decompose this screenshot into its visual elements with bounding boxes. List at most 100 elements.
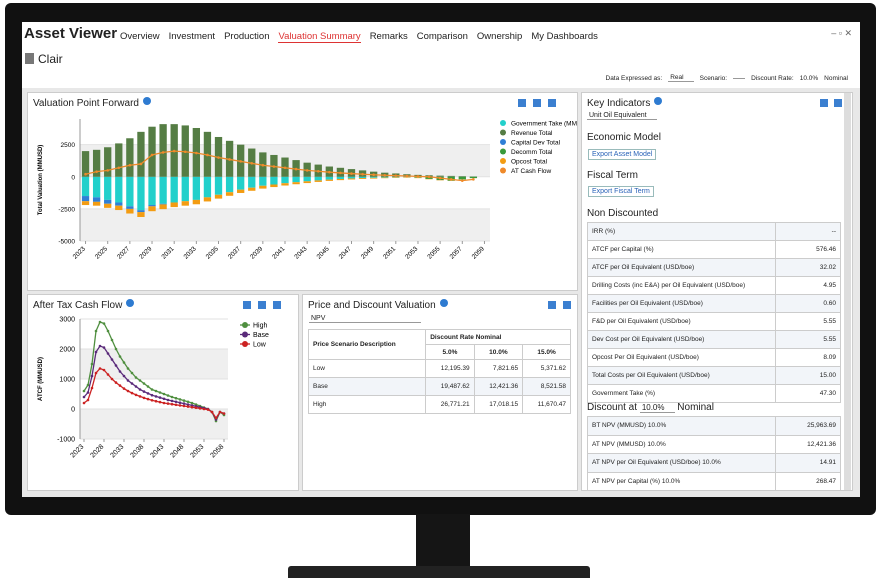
- bar-segment: [104, 199, 112, 204]
- window-controls[interactable]: – ▫ ✕: [831, 28, 852, 38]
- select[interactable]: [733, 77, 746, 79]
- bar-segment: [115, 205, 123, 211]
- tab[interactable]: Comparison: [416, 31, 468, 42]
- legend-label: Revenue Total: [511, 130, 553, 137]
- line-marker: [316, 169, 320, 173]
- bar-segment: [281, 176, 289, 184]
- line-marker: [154, 389, 158, 393]
- tool[interactable]: [563, 301, 571, 309]
- line-marker: [210, 410, 214, 414]
- y-tick-label: 0: [71, 174, 75, 181]
- tab[interactable]: Ownership: [476, 31, 523, 42]
- y-tick-label: -5000: [58, 239, 75, 246]
- cell: 19,487.62: [425, 377, 475, 396]
- tab[interactable]: Remarks: [369, 31, 408, 42]
- tool[interactable]: [820, 99, 828, 107]
- tool[interactable]: [518, 99, 526, 107]
- label: Data Expressed as:: [605, 74, 663, 82]
- x-tick-label: 2028: [89, 443, 105, 459]
- line-marker: [214, 416, 218, 420]
- line-marker: [166, 398, 170, 402]
- line-marker: [182, 404, 186, 408]
- cell: 0.60: [775, 294, 841, 313]
- bar-segment: [126, 206, 134, 209]
- heading: Discount at 10.0% Nominal: [587, 402, 714, 413]
- y-tick-label: 2500: [61, 142, 76, 149]
- info-icon[interactable]: [439, 299, 448, 307]
- select[interactable]: 10.0%: [639, 403, 675, 413]
- tab[interactable]: My Dashboards: [531, 31, 598, 42]
- cell: 268.47: [775, 471, 841, 491]
- line-marker: [174, 400, 178, 404]
- bar-segment: [336, 176, 345, 179]
- cell: 17,018.15: [473, 395, 524, 414]
- info-icon[interactable]: [126, 299, 135, 307]
- line: [85, 150, 474, 182]
- legend-swatch: [500, 139, 506, 145]
- tab[interactable]: Production: [224, 31, 270, 42]
- grid-band: [80, 208, 490, 241]
- line-marker: [228, 158, 231, 161]
- tool[interactable]: [533, 99, 541, 107]
- legend-label: Decomm Total: [511, 149, 553, 156]
- scrollbar[interactable]: [844, 93, 851, 490]
- cell: F&D per Oil Equivalent (USD/boe): [587, 312, 776, 331]
- cell: IRR (%): [587, 222, 776, 241]
- line-marker: [118, 355, 122, 358]
- bar-segment: [392, 177, 400, 178]
- line-marker: [170, 395, 174, 399]
- line-marker: [114, 381, 118, 384]
- tool[interactable]: [273, 301, 281, 309]
- line-marker: [178, 404, 182, 407]
- line-marker: [146, 385, 150, 388]
- tool[interactable]: [834, 99, 842, 107]
- tool[interactable]: [548, 301, 556, 309]
- x-tick-label: 2029: [138, 245, 153, 260]
- tool[interactable]: [258, 301, 266, 309]
- line-marker: [146, 392, 150, 395]
- bar-segment: [314, 180, 322, 182]
- legend-label: Opcost Total: [511, 159, 548, 166]
- tab[interactable]: Investment: [168, 31, 216, 42]
- info-icon[interactable]: [654, 97, 663, 105]
- tool[interactable]: [548, 99, 556, 107]
- bar-segment: [214, 176, 223, 195]
- export-button[interactable]: Export Fiscal Term: [588, 186, 654, 197]
- legend-label: AT Cash Flow: [511, 168, 552, 175]
- label: Scenario:: [699, 74, 728, 82]
- cell: High: [307, 395, 427, 414]
- line-marker: [405, 174, 409, 178]
- line-marker: [110, 358, 114, 361]
- legend-label: Low: [253, 342, 267, 349]
- measure-select[interactable]: NPV: [309, 315, 421, 323]
- monitor-base: [288, 566, 590, 578]
- export-button[interactable]: Export Asset Model: [588, 149, 657, 160]
- cell: --: [775, 222, 841, 241]
- line-marker: [198, 407, 202, 410]
- tab[interactable]: Valuation Summary: [278, 31, 361, 43]
- bar-segment: [126, 208, 134, 214]
- bar-segment: [281, 183, 289, 186]
- header-row: Price Scenario Description Discount Rate …: [307, 329, 571, 360]
- bar-segment: [104, 176, 112, 200]
- tool[interactable]: [243, 301, 251, 309]
- line-marker: [106, 329, 110, 333]
- line-marker: [98, 367, 102, 370]
- info-icon[interactable]: [142, 97, 151, 105]
- line-marker: [202, 407, 206, 411]
- cell: ATCF per Capital (%): [587, 240, 776, 259]
- line-marker: [178, 398, 182, 401]
- unit-select[interactable]: Unit Oil Equivalent: [587, 112, 657, 120]
- title: Key Indicators: [587, 98, 651, 109]
- panel: Price and Discount Valuation NPV Price S…: [302, 294, 578, 491]
- y-tick-label: 0: [71, 407, 75, 414]
- indicator-table: IRR (%) -- ATCF per Capital (%) 576.46 ATCF …: [587, 222, 841, 403]
- data-row: Total Costs per Oil Equivalent (USD/boe)…: [587, 366, 841, 385]
- line-marker: [150, 153, 154, 157]
- select[interactable]: Real: [668, 74, 694, 82]
- title: After Tax Cash Flow: [33, 300, 123, 311]
- line-marker: [138, 379, 142, 382]
- line-marker: [182, 402, 186, 405]
- tab[interactable]: Overview: [120, 31, 160, 42]
- bar-segment: [325, 176, 333, 180]
